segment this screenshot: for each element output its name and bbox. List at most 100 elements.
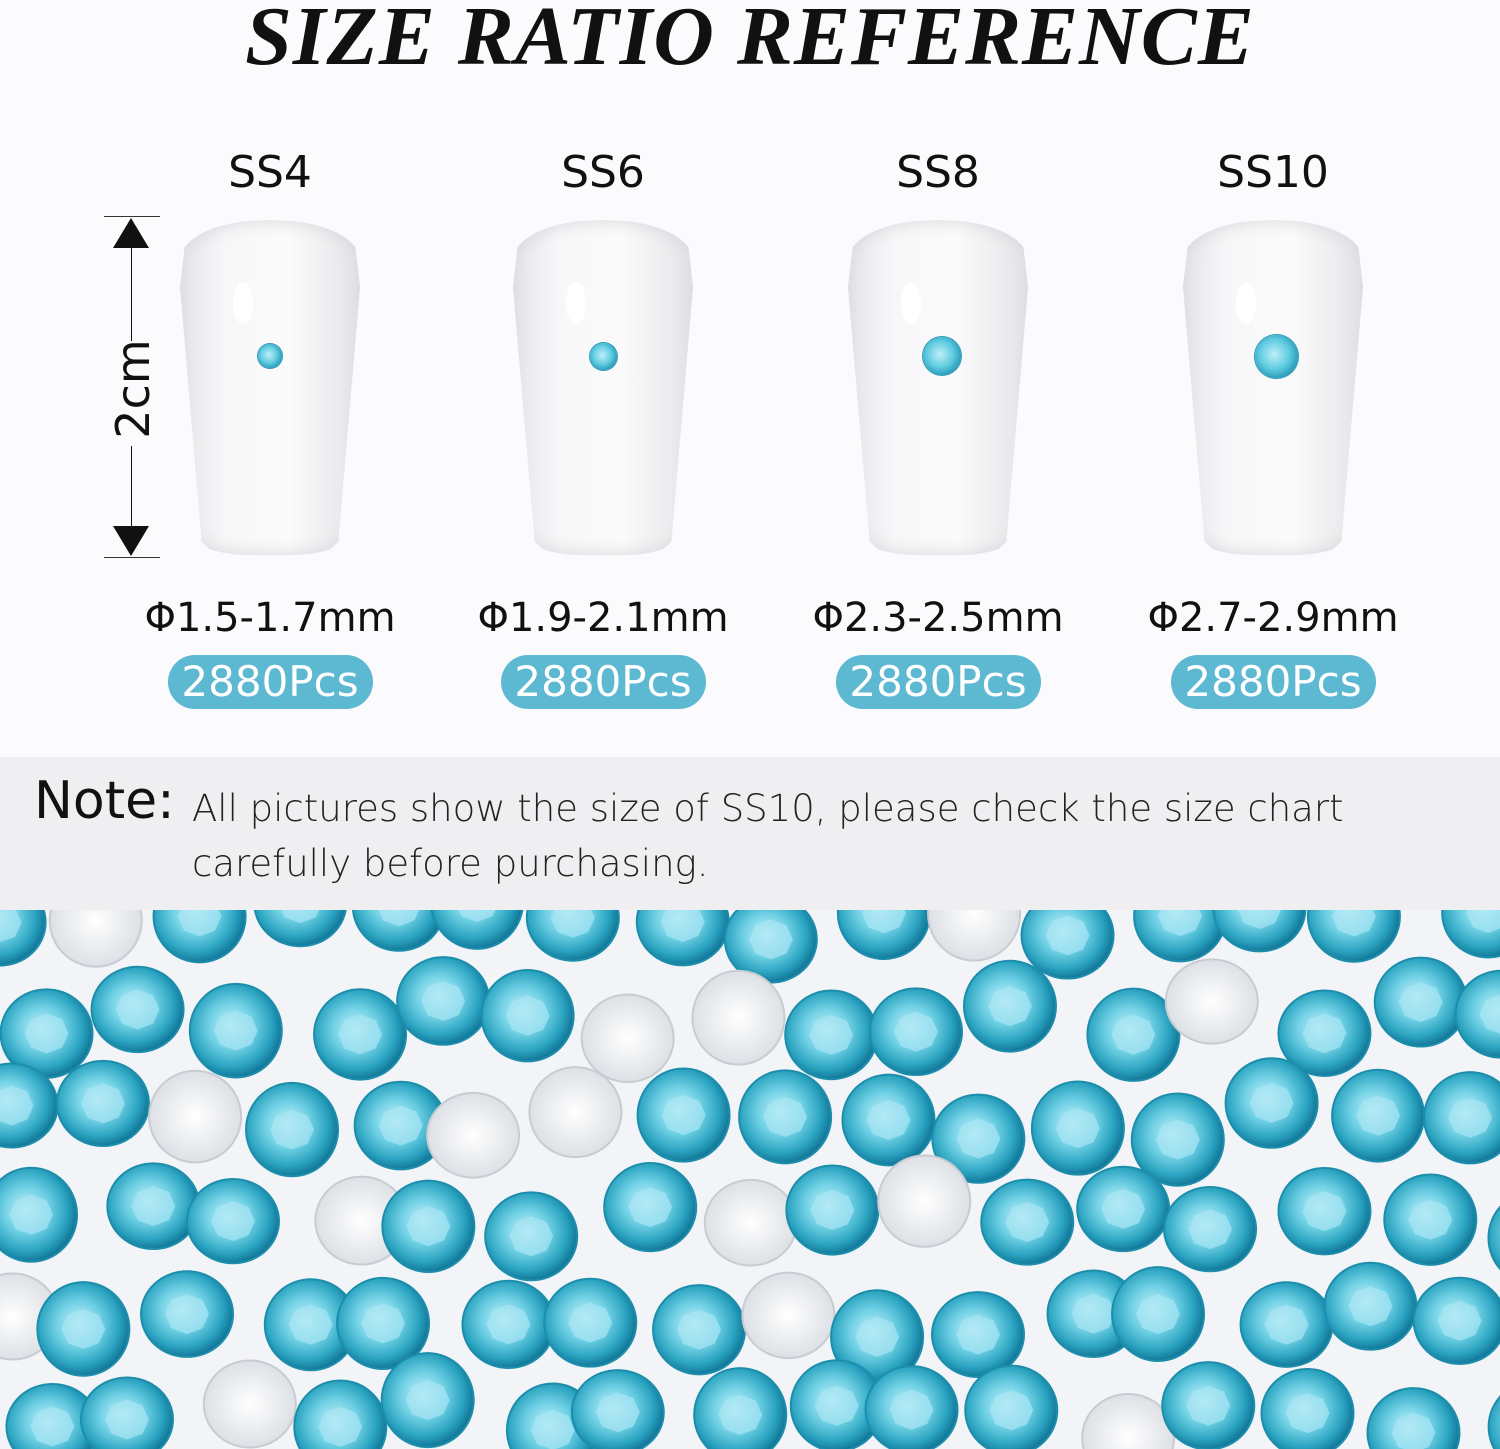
rhinestone	[426, 1091, 521, 1179]
rhinestone	[1086, 987, 1181, 1082]
rhinestone-icon	[258, 344, 282, 368]
rhinestone-icon	[590, 343, 617, 370]
rhinestone	[36, 1281, 131, 1377]
scale-top-tick	[104, 216, 160, 217]
rhinestone	[48, 910, 143, 968]
nail-tip-image	[180, 220, 360, 555]
rhinestone	[869, 987, 964, 1077]
rhinestone	[930, 1291, 1025, 1378]
rhinestone	[635, 910, 730, 967]
diameter-label: Φ2.3-2.5mm	[812, 595, 1064, 641]
scale-line	[131, 446, 132, 528]
arrow-down-icon	[113, 526, 149, 556]
rhinestone	[784, 989, 879, 1081]
rhinestone-icon	[1255, 335, 1298, 378]
rhinestone	[1260, 1368, 1355, 1449]
rhinestone	[380, 1352, 475, 1449]
rhinestone	[0, 1166, 79, 1263]
nail-tip-image	[513, 220, 693, 555]
rhinestone	[106, 1162, 201, 1251]
rhinestone	[1133, 910, 1228, 963]
rhinestone	[480, 969, 575, 1063]
page-title: SIZE RATIO REFERENCE	[245, 0, 1255, 83]
rhinestone	[580, 993, 675, 1084]
rhinestone	[1212, 910, 1307, 953]
rhinestone	[1277, 1167, 1372, 1256]
rhinestone	[603, 1162, 698, 1253]
rhinestone	[1306, 910, 1401, 963]
rhinestone	[396, 956, 491, 1046]
size-column-ss4: SS4 Φ1.5-1.7mm 2880Pcs	[103, 140, 437, 709]
rhinestone	[1487, 1395, 1500, 1449]
rhinestone	[5, 1382, 100, 1449]
rhinestone	[1487, 1205, 1500, 1271]
rhinestone	[738, 1069, 833, 1165]
rhinestone	[1323, 1261, 1418, 1351]
rhinestone	[877, 1154, 972, 1248]
rhinestone	[1076, 1165, 1171, 1253]
rhinestone	[1224, 1057, 1319, 1149]
count-badge: 2880Pcs	[167, 655, 373, 709]
rhinestone	[148, 1069, 243, 1164]
nail-tip-image	[1183, 220, 1363, 555]
rhinestone	[186, 1177, 281, 1265]
rhinestone	[964, 1364, 1059, 1449]
rhinestone	[841, 1073, 936, 1167]
rhinestones-photo	[0, 910, 1500, 1449]
rhinestone	[1441, 910, 1500, 959]
rhinestone	[528, 1066, 623, 1159]
rhinestone	[336, 1276, 431, 1370]
rhinestone	[1163, 1185, 1258, 1273]
diameter-label: Φ2.7-2.9mm	[1147, 595, 1399, 641]
rhinestone	[980, 1178, 1075, 1266]
arrow-up-icon	[113, 218, 149, 248]
rhinestone	[1412, 1276, 1500, 1365]
size-label: SS4	[228, 147, 312, 198]
rhinestone	[789, 1359, 884, 1449]
rhinestone	[691, 969, 786, 1066]
rhinestone	[1130, 1092, 1225, 1187]
note-label: Note:	[34, 771, 175, 831]
size-column-ss6: SS6 Φ1.9-2.1mm 2880Pcs	[436, 140, 770, 709]
rhinestone	[1164, 958, 1259, 1045]
rhinestone	[1030, 1080, 1125, 1176]
rhinestone	[202, 1359, 297, 1449]
rhinestone	[1366, 1387, 1461, 1449]
rhinestone	[741, 1271, 836, 1360]
rhinestone	[293, 1379, 388, 1449]
rhinestone	[723, 910, 818, 984]
rhinestone	[80, 1376, 174, 1449]
diameter-label: Φ1.5-1.7mm	[144, 595, 396, 641]
rhinestone	[245, 1081, 340, 1178]
rhinestone	[484, 1191, 579, 1282]
rhinestone	[188, 982, 283, 1079]
rhinestone	[1277, 989, 1372, 1077]
rhinestone	[55, 1059, 150, 1147]
rhinestone	[836, 910, 931, 961]
rhinestone	[313, 988, 408, 1081]
rhinestone	[1383, 1173, 1478, 1266]
rhinestone	[461, 1279, 556, 1370]
size-label: SS6	[561, 147, 645, 198]
rhinestone	[140, 1270, 235, 1358]
rhinestone	[1111, 1266, 1206, 1362]
rhinestone	[263, 1278, 358, 1372]
rhinestone	[1373, 956, 1468, 1048]
rhinestone	[1454, 969, 1500, 1059]
rhinestone	[962, 959, 1057, 1053]
size-label: SS10	[1217, 147, 1329, 198]
note-banner: Note: All pictures show the size of SS10…	[0, 757, 1500, 910]
count-badge: 2880Pcs	[500, 655, 706, 709]
rhinestone	[152, 910, 247, 964]
rhinestone	[0, 910, 47, 967]
rhinestone	[1161, 1361, 1256, 1449]
note-text: All pictures show the size of SS10, plea…	[192, 787, 1344, 885]
size-column-ss8: SS8 Φ2.3-2.5mm 2880Pcs	[771, 140, 1105, 709]
rhinestone	[1239, 1281, 1334, 1368]
rhinestone	[0, 988, 94, 1079]
rhinestone	[636, 1067, 731, 1163]
rhinestones-photo-graphic	[0, 910, 1500, 1449]
rhinestone	[570, 1369, 665, 1449]
size-column-ss10: SS10 Φ2.7-2.9mm 2880Pcs	[1106, 140, 1440, 709]
rhinestone	[90, 965, 185, 1054]
